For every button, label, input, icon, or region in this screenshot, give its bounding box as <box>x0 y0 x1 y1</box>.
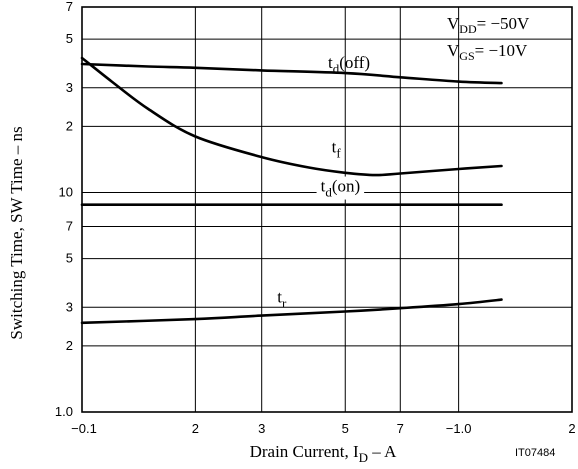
conditions-box: VDD= −50V VGS= −10V <box>447 14 530 63</box>
condition-vdd: VDD= −50V <box>447 14 530 36</box>
y-axis-label: Switching Time, SW Time – ns <box>7 126 26 339</box>
y-tick-label: 10 <box>59 184 73 199</box>
series-line-td-off <box>80 62 503 85</box>
series-curves <box>80 56 503 325</box>
series-label-td-off: td(off) <box>328 53 370 76</box>
series-label-td-on: td(on) <box>321 177 361 200</box>
y-tick-label: 7 <box>66 219 73 234</box>
series-line-tf <box>80 56 503 177</box>
plot-frame <box>81 6 573 413</box>
x-tick-label: −0.1 <box>71 421 97 436</box>
x-tick-label: 3 <box>258 421 265 436</box>
x-tick-label: −1.0 <box>446 421 472 436</box>
series-label-background <box>316 176 365 200</box>
x-tick-label: 2 <box>568 421 575 436</box>
y-tick-label: 5 <box>66 31 73 46</box>
y-tick-label: 1.0 <box>55 404 73 419</box>
figure-code: IT07484 <box>515 447 555 459</box>
y-tick-label: 3 <box>66 299 73 314</box>
y-tick-label: 2 <box>66 118 73 133</box>
series-label-tf: tf <box>332 138 342 161</box>
x-axis-label: Drain Current, ID – A <box>250 442 398 465</box>
condition-vgs: VGS= −10V <box>447 41 528 63</box>
x-tick-label: 5 <box>342 421 349 436</box>
y-tick-label: 5 <box>66 251 73 266</box>
x-tick-label: 7 <box>397 421 404 436</box>
series-label-tr: tr <box>277 288 287 311</box>
series-labels: td(off) tf td(on) tr <box>277 53 370 311</box>
y-tick-label: 3 <box>66 80 73 95</box>
tick-labels: −0.1 2 3 5 7 −1.0 2 1.0 2 3 5 7 10 2 3 5 7 <box>55 0 576 436</box>
series-line-tr <box>80 298 503 325</box>
y-tick-label: 7 <box>66 0 73 14</box>
x-tick-label: 2 <box>192 421 199 436</box>
grid-lines <box>82 7 572 412</box>
y-tick-label: 2 <box>66 338 73 353</box>
